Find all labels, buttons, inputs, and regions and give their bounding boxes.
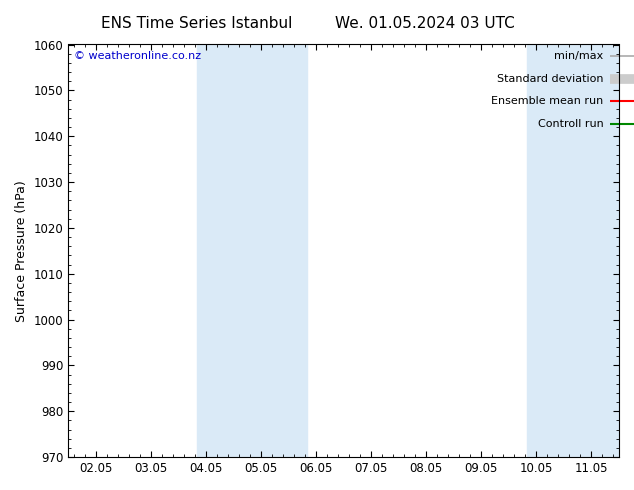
Text: We. 01.05.2024 03 UTC: We. 01.05.2024 03 UTC <box>335 16 515 31</box>
Y-axis label: Surface Pressure (hPa): Surface Pressure (hPa) <box>15 180 28 322</box>
Bar <box>197 45 307 457</box>
Text: © weatheronline.co.nz: © weatheronline.co.nz <box>74 50 201 61</box>
Text: ENS Time Series Istanbul: ENS Time Series Istanbul <box>101 16 292 31</box>
Text: Standard deviation: Standard deviation <box>497 74 604 84</box>
Text: min/max: min/max <box>554 51 604 61</box>
Text: Ensemble mean run: Ensemble mean run <box>491 97 604 106</box>
Text: Controll run: Controll run <box>538 119 604 129</box>
Bar <box>527 45 619 457</box>
